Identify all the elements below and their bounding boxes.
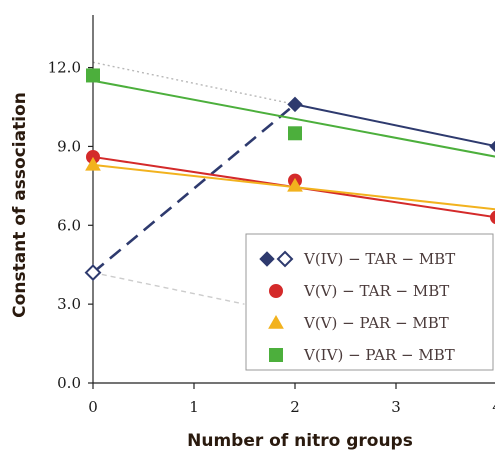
y-tick-label: 3.0 [57, 295, 81, 313]
data-points [84, 68, 495, 282]
legend-marker [269, 348, 283, 362]
legend-marker [269, 284, 283, 298]
data-point-v-iv-tar-mbt [489, 140, 495, 153]
x-tick-label: 1 [189, 398, 199, 416]
data-point-v-iv-par-mbt [288, 126, 302, 141]
fit-line-v-iv-tar-mbt [294, 103, 495, 148]
legend-marker-open [276, 250, 294, 268]
legend-marker-filled [259, 251, 275, 267]
legend-label: V(IV) − TAR − MBT [303, 250, 455, 268]
legend-label: V(V) − TAR − MBT [303, 282, 449, 300]
x-tick-label: 0 [88, 398, 98, 416]
reference-line [92, 271, 245, 305]
y-axis-title: Constant of association [10, 92, 30, 318]
x-tick-label: 2 [290, 398, 300, 416]
x-axis-title: Number of nitro groups [187, 431, 413, 451]
y-tick-label: 0.0 [57, 374, 81, 392]
reference-line [92, 61, 296, 106]
data-point-v-iv-par-mbt [86, 68, 100, 83]
ticks: 0.0 3.0 6.0 9.0 12.0 0 1 2 3 4 [48, 59, 495, 416]
y-tick-label: 9.0 [57, 137, 81, 155]
y-tick-label: 12.0 [48, 59, 81, 77]
data-point-v-v-par-mbt [287, 177, 303, 192]
legend: V(IV) − TAR − MBT V(V) − TAR − MBT V(V) − … [245, 233, 494, 371]
x-tick-label: 3 [391, 398, 401, 416]
legend-marker [268, 314, 284, 329]
y-tick-label: 6.0 [57, 216, 81, 234]
data-point-v-iv-tar-mbt [287, 96, 303, 113]
data-point-v-v-par-mbt [85, 156, 101, 171]
data-point-v-iv-tar-mbt [84, 264, 102, 282]
data-point-v-v-tar-mbt [490, 210, 495, 225]
fit-line-v-iv-par-mbt [92, 79, 495, 158]
legend-label: V(V) − PAR − MBT [303, 314, 449, 332]
legend-label: V(IV) − PAR − MBT [303, 346, 455, 364]
x-tick-label: 4 [492, 398, 495, 416]
reference-lines [92, 61, 296, 305]
